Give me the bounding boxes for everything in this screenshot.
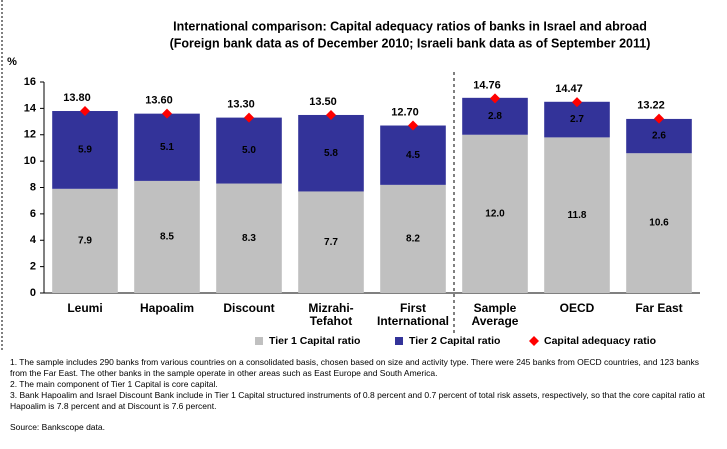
data-label: 5.8 (324, 148, 338, 159)
y-tick-label: 4 (30, 234, 37, 246)
capital-marker (80, 106, 90, 117)
y-tick-label: 12 (24, 129, 36, 141)
data-label: 13.60 (145, 95, 173, 107)
data-label: 7.7 (324, 237, 338, 248)
data-label: 12.0 (485, 209, 505, 220)
bar-segment (134, 180, 200, 293)
data-label: 11.8 (568, 210, 587, 221)
note: 1. The sample includes 290 banks from va… (10, 357, 700, 378)
data-label: 13.80 (63, 92, 91, 104)
capital-marker (572, 97, 582, 108)
bar-segment (298, 114, 364, 192)
bar-segment (216, 183, 282, 293)
legend-label: Tier 1 Capital ratio (269, 335, 360, 347)
x-tick-label: First International (377, 301, 449, 328)
bar-segment (626, 153, 692, 293)
data-label: 13.30 (227, 99, 255, 111)
bar-segment (462, 97, 528, 135)
legend-label: Capital adequacy ratio (544, 335, 656, 347)
legend-swatch (255, 337, 263, 345)
bar-segment (626, 118, 692, 154)
y-tick-label: 8 (30, 181, 36, 193)
chart-subtitle: (Foreign bank data as of December 2010; … (170, 36, 651, 50)
capital-marker (490, 93, 500, 104)
capital-marker (654, 113, 664, 124)
bar-segment (134, 113, 200, 181)
bar-segment (52, 188, 118, 293)
x-tick-label: Hapoalim (140, 301, 194, 315)
data-label: 14.76 (473, 79, 501, 91)
y-tick-label: 6 (30, 208, 36, 220)
y-tick-label: 16 (24, 76, 36, 88)
data-label: 8.3 (242, 233, 256, 244)
chart-title: International comparison: Capital adequa… (173, 19, 647, 33)
data-label: 13.50 (309, 96, 337, 108)
y-tick-label: 14 (24, 102, 37, 114)
bar-segment (544, 101, 610, 138)
data-label: 8.5 (160, 232, 174, 243)
x-tick-label: Discount (223, 301, 274, 315)
data-label: 2.6 (652, 131, 666, 142)
bar-segment (380, 184, 446, 293)
y-tick-label: 10 (24, 155, 36, 167)
x-tick-label: Sample Average (472, 301, 519, 328)
bar-segment (462, 134, 528, 293)
x-tick-label: Mizrahi-Tefahot (308, 301, 353, 328)
notes: 1. The sample includes 290 banks from va… (10, 357, 715, 433)
capital-marker (326, 109, 336, 120)
legend-label: Tier 2 Capital ratio (409, 335, 500, 347)
bar-segment (298, 191, 364, 293)
data-label: 10.6 (649, 218, 669, 229)
data-label: 5.9 (78, 145, 92, 156)
y-tick-label: 2 (30, 261, 36, 273)
bar-segment (380, 125, 446, 185)
data-label: 2.8 (488, 111, 502, 122)
data-label: 13.22 (637, 100, 665, 112)
data-label: 5.1 (160, 142, 174, 153)
bar-segment (52, 111, 118, 189)
data-label: 8.2 (406, 234, 420, 245)
y-axis-label: % (7, 56, 17, 68)
legend-swatch (395, 337, 403, 345)
bar-segment (544, 137, 610, 293)
x-tick-label: Far East (635, 301, 682, 315)
x-tick-label: Leumi (67, 301, 102, 315)
capital-marker (408, 120, 418, 131)
data-label: 5.0 (242, 145, 256, 156)
y-tick-label: 0 (30, 287, 36, 299)
capital-marker (162, 108, 172, 119)
x-tick-label: OECD (560, 301, 595, 315)
bar-segment (216, 117, 282, 184)
note: 3. Bank Hapoalim and Israel Discount Ban… (10, 390, 705, 411)
note: 2. The main component of Tier 1 Capital … (10, 379, 218, 389)
legend-swatch (529, 336, 539, 346)
data-label: 4.5 (406, 150, 420, 161)
source: Source: Bankscope data. (10, 422, 105, 432)
data-label: 12.70 (391, 106, 419, 118)
data-label: 2.7 (570, 114, 584, 125)
data-label: 14.47 (555, 83, 583, 95)
capital-marker (244, 112, 254, 123)
data-label: 7.9 (78, 236, 92, 247)
chart: International comparison: Capital adequa… (1, 0, 700, 352)
